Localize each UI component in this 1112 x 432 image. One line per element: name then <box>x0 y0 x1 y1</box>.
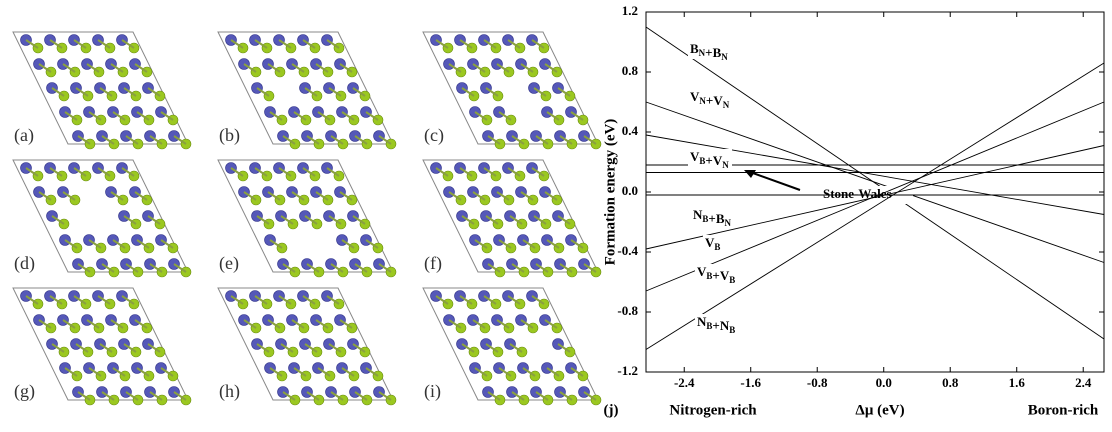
x-axis-title: Δμ (eV) <box>855 402 904 418</box>
panel-label: (g) <box>14 381 35 402</box>
panel-label: (f) <box>424 253 442 274</box>
y-tick-label: -1.2 <box>617 363 638 378</box>
x-tick-label: 1.6 <box>1009 375 1026 390</box>
x-tick-label: -1.6 <box>740 375 761 390</box>
series-line <box>646 102 1104 291</box>
panel-label: (c) <box>424 125 444 146</box>
structure-panels: (a) (b) (c) (d) (e) (f) (g) (h) (i) <box>13 32 601 405</box>
y-tick-label: 1.2 <box>622 3 638 18</box>
panel-label: (d) <box>14 253 35 274</box>
series-line <box>646 27 1104 339</box>
x-tick-label: -2.4 <box>674 375 695 390</box>
x-tick-label: 0.8 <box>942 375 959 390</box>
panel-label: (i) <box>424 381 441 402</box>
y-tick-label: 0.8 <box>622 63 639 78</box>
y-axis-title: Formation energy (eV) <box>602 119 618 266</box>
panel-label: (b) <box>219 125 240 146</box>
x-tick-label: 2.4 <box>1075 375 1092 390</box>
panel-label: (a) <box>14 125 34 146</box>
annotation-arrow <box>750 172 800 190</box>
y-tick-label: 0.4 <box>622 123 639 138</box>
y-tick-label: -0.8 <box>617 303 638 318</box>
x-left-note: Nitrogen-rich <box>669 402 757 418</box>
y-tick-label: 0.0 <box>622 183 638 198</box>
x-tick-label: -0.8 <box>807 375 828 390</box>
panel-label: (h) <box>219 381 240 402</box>
y-tick-label: -0.4 <box>617 243 638 258</box>
x-right-note: Boron-rich <box>1028 402 1099 418</box>
panel-label: (j) <box>604 402 619 418</box>
x-tick-label: 0.0 <box>876 375 892 390</box>
figure: (a) (b) (c) (d) (e) (f) (g) (h) (i) Formation en… <box>0 0 1112 432</box>
panel-label: (e) <box>219 253 239 274</box>
